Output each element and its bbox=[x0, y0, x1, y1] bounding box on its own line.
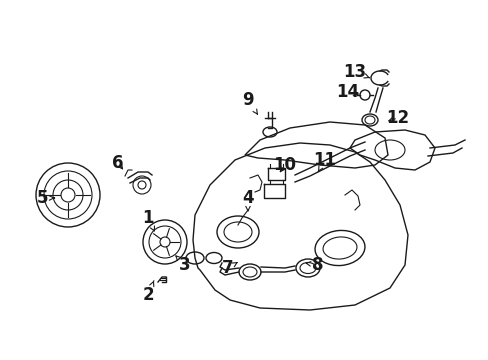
Text: 10: 10 bbox=[273, 156, 296, 174]
Text: 4: 4 bbox=[242, 189, 253, 211]
Text: 8: 8 bbox=[305, 256, 323, 274]
Text: 7: 7 bbox=[222, 259, 237, 277]
Text: 3: 3 bbox=[176, 256, 190, 274]
Text: 1: 1 bbox=[142, 209, 154, 231]
Text: 6: 6 bbox=[112, 154, 123, 172]
Text: 13: 13 bbox=[343, 63, 368, 81]
Text: 9: 9 bbox=[242, 91, 257, 114]
Text: 5: 5 bbox=[37, 189, 54, 207]
Text: 2: 2 bbox=[142, 281, 154, 304]
Text: 12: 12 bbox=[386, 109, 409, 127]
Text: 11: 11 bbox=[313, 151, 336, 172]
Text: 14: 14 bbox=[336, 83, 359, 101]
